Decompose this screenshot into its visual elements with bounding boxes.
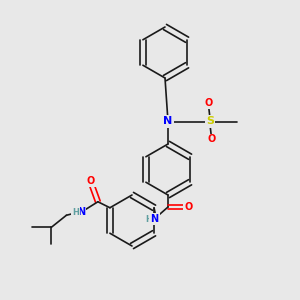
Text: N: N: [164, 116, 172, 127]
Text: O: O: [207, 134, 216, 145]
Text: O: O: [184, 202, 193, 212]
Text: O: O: [204, 98, 213, 109]
Text: H: H: [145, 214, 152, 224]
Text: N: N: [77, 207, 86, 217]
Text: N: N: [150, 214, 159, 224]
Text: O: O: [86, 176, 94, 186]
Text: H: H: [72, 208, 79, 217]
Text: S: S: [206, 116, 214, 127]
